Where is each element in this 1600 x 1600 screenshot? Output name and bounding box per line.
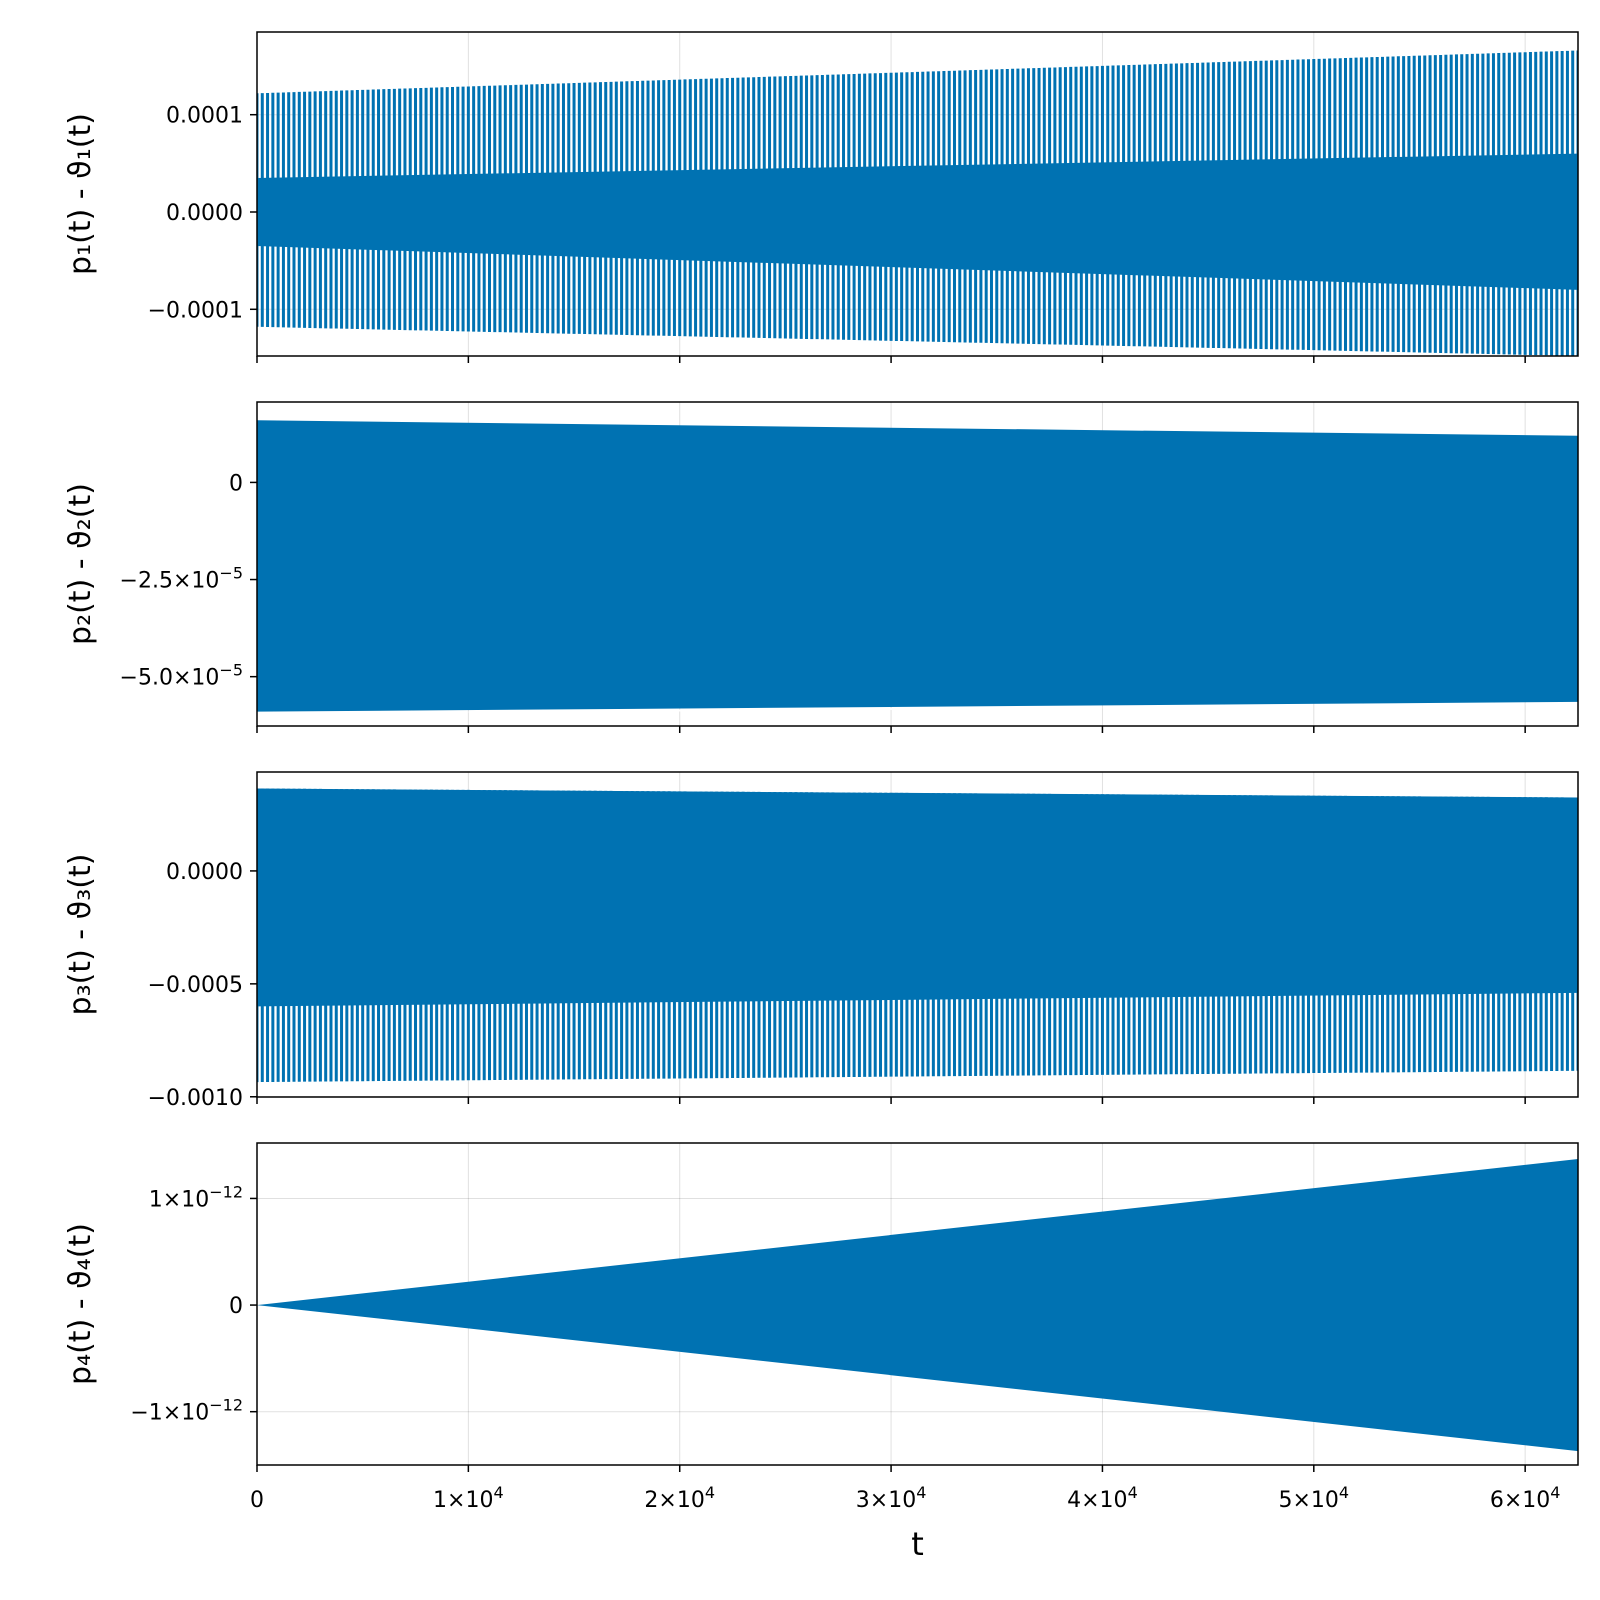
y-axis-label: p₂(t) - ϑ₂(t): [63, 483, 98, 645]
y-tick-label: −0.0001: [148, 298, 243, 323]
panel-1: −0.0001 0.0000 0.0001 p₁(t) - ϑ₁(t): [63, 31, 1579, 363]
panel-frame: [256, 401, 1579, 727]
x-tick-label: 5×104: [1278, 1483, 1349, 1513]
panel-frame: [256, 31, 1579, 357]
series-area: [257, 50, 1578, 356]
series-area: [257, 788, 1578, 1083]
y-tick-label: −5.0×10−5: [120, 661, 243, 691]
y-tick-label: −1×10−12: [130, 1396, 243, 1426]
y-tick-label: −0.0005: [148, 973, 243, 998]
panel-frame: [256, 1142, 1579, 1466]
y-tick-label: −2.5×10−5: [120, 564, 243, 594]
series-area: [257, 420, 1578, 715]
panel-4: 0 1×104 2×104 3×104 4×104 5×104 6×104 −1×10−12 0…: [63, 1142, 1579, 1563]
x-tick-label: 3×104: [856, 1483, 927, 1513]
y-axis-label: p₃(t) - ϑ₃(t): [63, 854, 98, 1016]
panel-frame: [256, 771, 1579, 1098]
y-tick-label: 0: [229, 471, 243, 496]
x-tick-label: 6×104: [1490, 1483, 1561, 1513]
y-tick-label: 0.0000: [166, 860, 243, 885]
series-fill: [257, 1158, 1578, 1452]
x-axis-label: t: [911, 1525, 924, 1563]
y-tick-label: 0.0001: [166, 104, 243, 129]
x-tick-label: 0: [250, 1488, 264, 1513]
y-tick-label: 0.0000: [166, 201, 243, 226]
series-area: [257, 1158, 1578, 1452]
y-tick-label: 1×10−12: [149, 1182, 243, 1212]
y-tick-label: −0.0010: [148, 1086, 243, 1111]
x-tick-label: 1×104: [433, 1483, 504, 1513]
panel-2: −5.0×10−5 −2.5×10−5 0 p₂(t) - ϑ₂(t): [63, 401, 1579, 733]
x-tick-label: 2×104: [644, 1483, 715, 1513]
y-tick-label: 0: [229, 1294, 243, 1319]
panel-3: −0.0010 −0.0005 0.0000 p₃(t) - ϑ₃(t): [63, 771, 1579, 1111]
y-axis-label: p₄(t) - ϑ₄(t): [63, 1223, 98, 1385]
x-tick-label: 4×104: [1067, 1483, 1138, 1513]
series-fill: [257, 420, 1578, 712]
y-axis-label: p₁(t) - ϑ₁(t): [63, 113, 98, 275]
